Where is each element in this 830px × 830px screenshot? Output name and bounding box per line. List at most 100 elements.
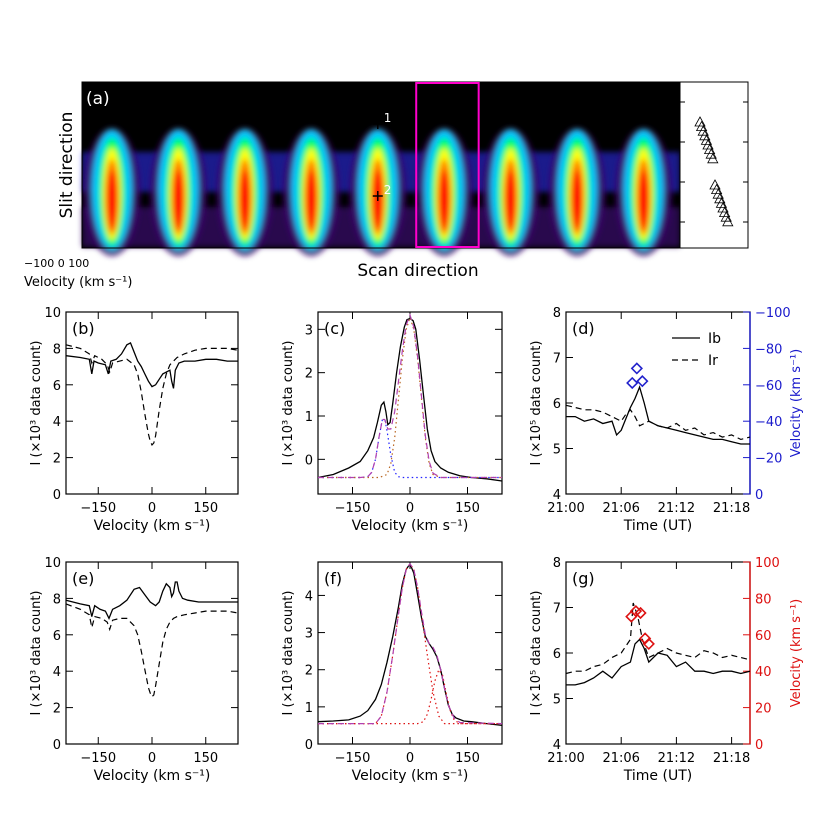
- scan-column: [482, 128, 539, 256]
- x-tick-label: −150: [335, 501, 371, 516]
- x-tick-label: −150: [80, 751, 116, 766]
- y-tick-label: 1: [305, 701, 313, 716]
- y-axis-label: I (×10⁵ data count): [529, 591, 544, 716]
- side-panel: [679, 81, 749, 249]
- panel-label: (f): [324, 569, 342, 588]
- x-axis-label: Time (UT): [623, 518, 692, 534]
- series-line-3: [318, 562, 503, 725]
- highlighted-scan-box: [415, 82, 480, 248]
- plot-frame: [65, 311, 239, 495]
- y-tick-label: 4: [53, 665, 61, 680]
- panel-label: (a): [86, 89, 110, 109]
- y-tick-label: 0: [53, 738, 61, 753]
- intensity-red: [306, 170, 317, 230]
- y-tick-label: 2: [305, 664, 313, 679]
- x-tick-label: 21:00: [547, 501, 584, 516]
- velocity-ticks: −100 0 100: [24, 257, 89, 270]
- panel-label: (g): [572, 569, 595, 588]
- scan-column: [150, 128, 207, 256]
- velocity-caption: Velocity (km s⁻¹): [24, 275, 132, 290]
- x-axis-label: Velocity (km s⁻¹): [94, 518, 211, 534]
- y2-tick-label: 60: [755, 629, 772, 644]
- x-tick-label: 21:18: [713, 501, 750, 516]
- y-tick-label: 8: [553, 556, 561, 571]
- x-tick-label: 150: [193, 501, 218, 516]
- triangle-marker: [717, 202, 729, 213]
- y2-tick-label: −40: [755, 415, 782, 430]
- panel-d: 21:00 21:06 21:12 21:18 4 5 6 7 8 Time (UT) I (×10…: [529, 306, 804, 534]
- intensity-red: [239, 170, 250, 230]
- x-tick-label: 21:12: [658, 751, 695, 766]
- series-line-3: [318, 313, 502, 479]
- intensity-red: [505, 170, 516, 230]
- y-tick-label: 1: [305, 410, 313, 425]
- triangle-marker: [714, 192, 726, 204]
- series-line-1: [565, 602, 751, 675]
- x-tick-label: 0: [148, 751, 156, 766]
- y-tick-label: 8: [53, 592, 61, 607]
- y-tick-label: 6: [553, 647, 561, 662]
- x-tick-label: 21:00: [547, 751, 584, 766]
- y-axis-label: I (×10³ data count): [29, 341, 44, 466]
- intensity-red: [638, 170, 649, 230]
- y-tick-label: 3: [305, 323, 313, 338]
- triangle-marker: [705, 148, 717, 159]
- triangle-marker: [715, 197, 728, 208]
- panel-a: (a) 1 2 Slit direction Scan direction −100 0 …: [24, 81, 749, 290]
- x-tick-label: 21:06: [602, 501, 639, 516]
- y2-tick-label: 0: [755, 488, 763, 503]
- series-line-2: [318, 315, 502, 479]
- y-axis-label: I (×10³ data count): [29, 591, 44, 716]
- y2-tick-label: 80: [755, 592, 772, 607]
- y-axis-label: I (×10⁵ data count): [529, 341, 544, 466]
- triangle-marker: [718, 206, 731, 217]
- y-tick-label: 7: [553, 602, 561, 617]
- x-tick-label: −150: [335, 751, 371, 766]
- triangle-marker: [722, 215, 734, 227]
- triangle-marker: [703, 143, 716, 154]
- velocity-marker: [636, 375, 649, 388]
- panel-label: (d): [572, 319, 595, 338]
- series-line-1: [65, 344, 239, 446]
- panel-label: (e): [72, 569, 94, 588]
- intensity-red: [173, 170, 184, 230]
- series-line-0: [65, 581, 238, 621]
- y2-tick-label: −20: [755, 452, 782, 467]
- panel-f: −150 0 150 0 1 2 3 4 Velocity (km s⁻¹) I (×10³ da…: [281, 561, 503, 784]
- y-tick-label: 2: [53, 702, 61, 717]
- x-axis-label: Velocity (km s⁻¹): [352, 518, 469, 534]
- series-line-0: [566, 638, 751, 686]
- x-axis-label: Time (UT): [623, 768, 692, 784]
- panel-e: −150 0 150 0 2 4 6 8 10 Velocity (km s⁻¹) I (×10³ …: [29, 556, 239, 784]
- y-axis-label: Slit direction: [57, 112, 77, 219]
- triangle-marker: [720, 211, 732, 222]
- marker-label: 2: [384, 183, 392, 197]
- marker-label: 1: [384, 111, 392, 125]
- x-axis-label: Scan direction: [357, 261, 478, 281]
- x-tick-label: 0: [406, 751, 414, 766]
- x-tick-label: 21:18: [713, 751, 750, 766]
- scan-column: [615, 128, 672, 256]
- y-axis-label: I (×10³ data count): [281, 591, 296, 716]
- intensity-red: [572, 170, 583, 230]
- y-tick-label: 6: [53, 379, 61, 394]
- velocity-marker: [634, 606, 647, 620]
- intensity-red: [107, 170, 117, 230]
- y2-axis-label: Velocity (km s⁻¹): [789, 599, 804, 707]
- y-tick-label: 8: [53, 342, 61, 357]
- y-tick-label: 4: [305, 589, 313, 604]
- x-tick-label: 21:06: [602, 751, 639, 766]
- x-tick-label: −150: [80, 501, 116, 516]
- intensity-red: [439, 170, 450, 230]
- y2-tick-label: 100: [755, 556, 780, 571]
- triangle-marker: [697, 125, 709, 136]
- velocity-marker: [626, 376, 639, 390]
- triangle-marker: [712, 188, 724, 199]
- legend-label: Ib: [708, 331, 721, 347]
- x-axis-label: Velocity (km s⁻¹): [94, 768, 211, 784]
- y-tick-label: 0: [305, 738, 313, 753]
- y-tick-label: 4: [53, 415, 61, 430]
- panel-label: (b): [72, 319, 95, 338]
- y-tick-label: 8: [553, 306, 561, 321]
